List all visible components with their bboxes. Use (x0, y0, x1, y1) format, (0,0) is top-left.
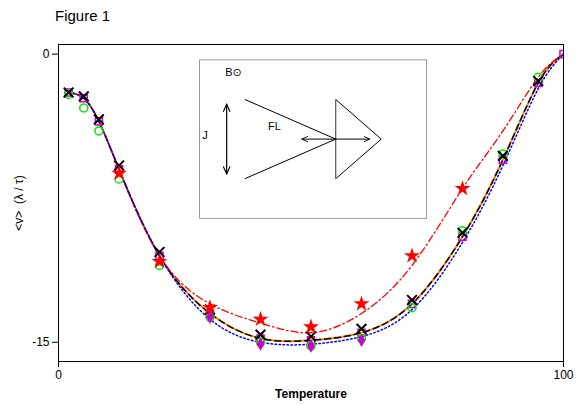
svg-text:100: 100 (553, 368, 573, 382)
svg-text:0: 0 (55, 368, 62, 382)
svg-text:J: J (202, 129, 208, 141)
svg-text:0: 0 (43, 47, 50, 61)
svg-text:FL: FL (268, 120, 281, 132)
svg-text:-15: -15 (32, 335, 50, 349)
svg-text:B⊙: B⊙ (225, 66, 242, 78)
html-text:Figure 1: Figure 1 (55, 7, 110, 24)
svg-text:Temperature: Temperature (275, 387, 347, 401)
svg-text:<v> (λ / τ): <v> (λ / τ) (12, 175, 26, 230)
